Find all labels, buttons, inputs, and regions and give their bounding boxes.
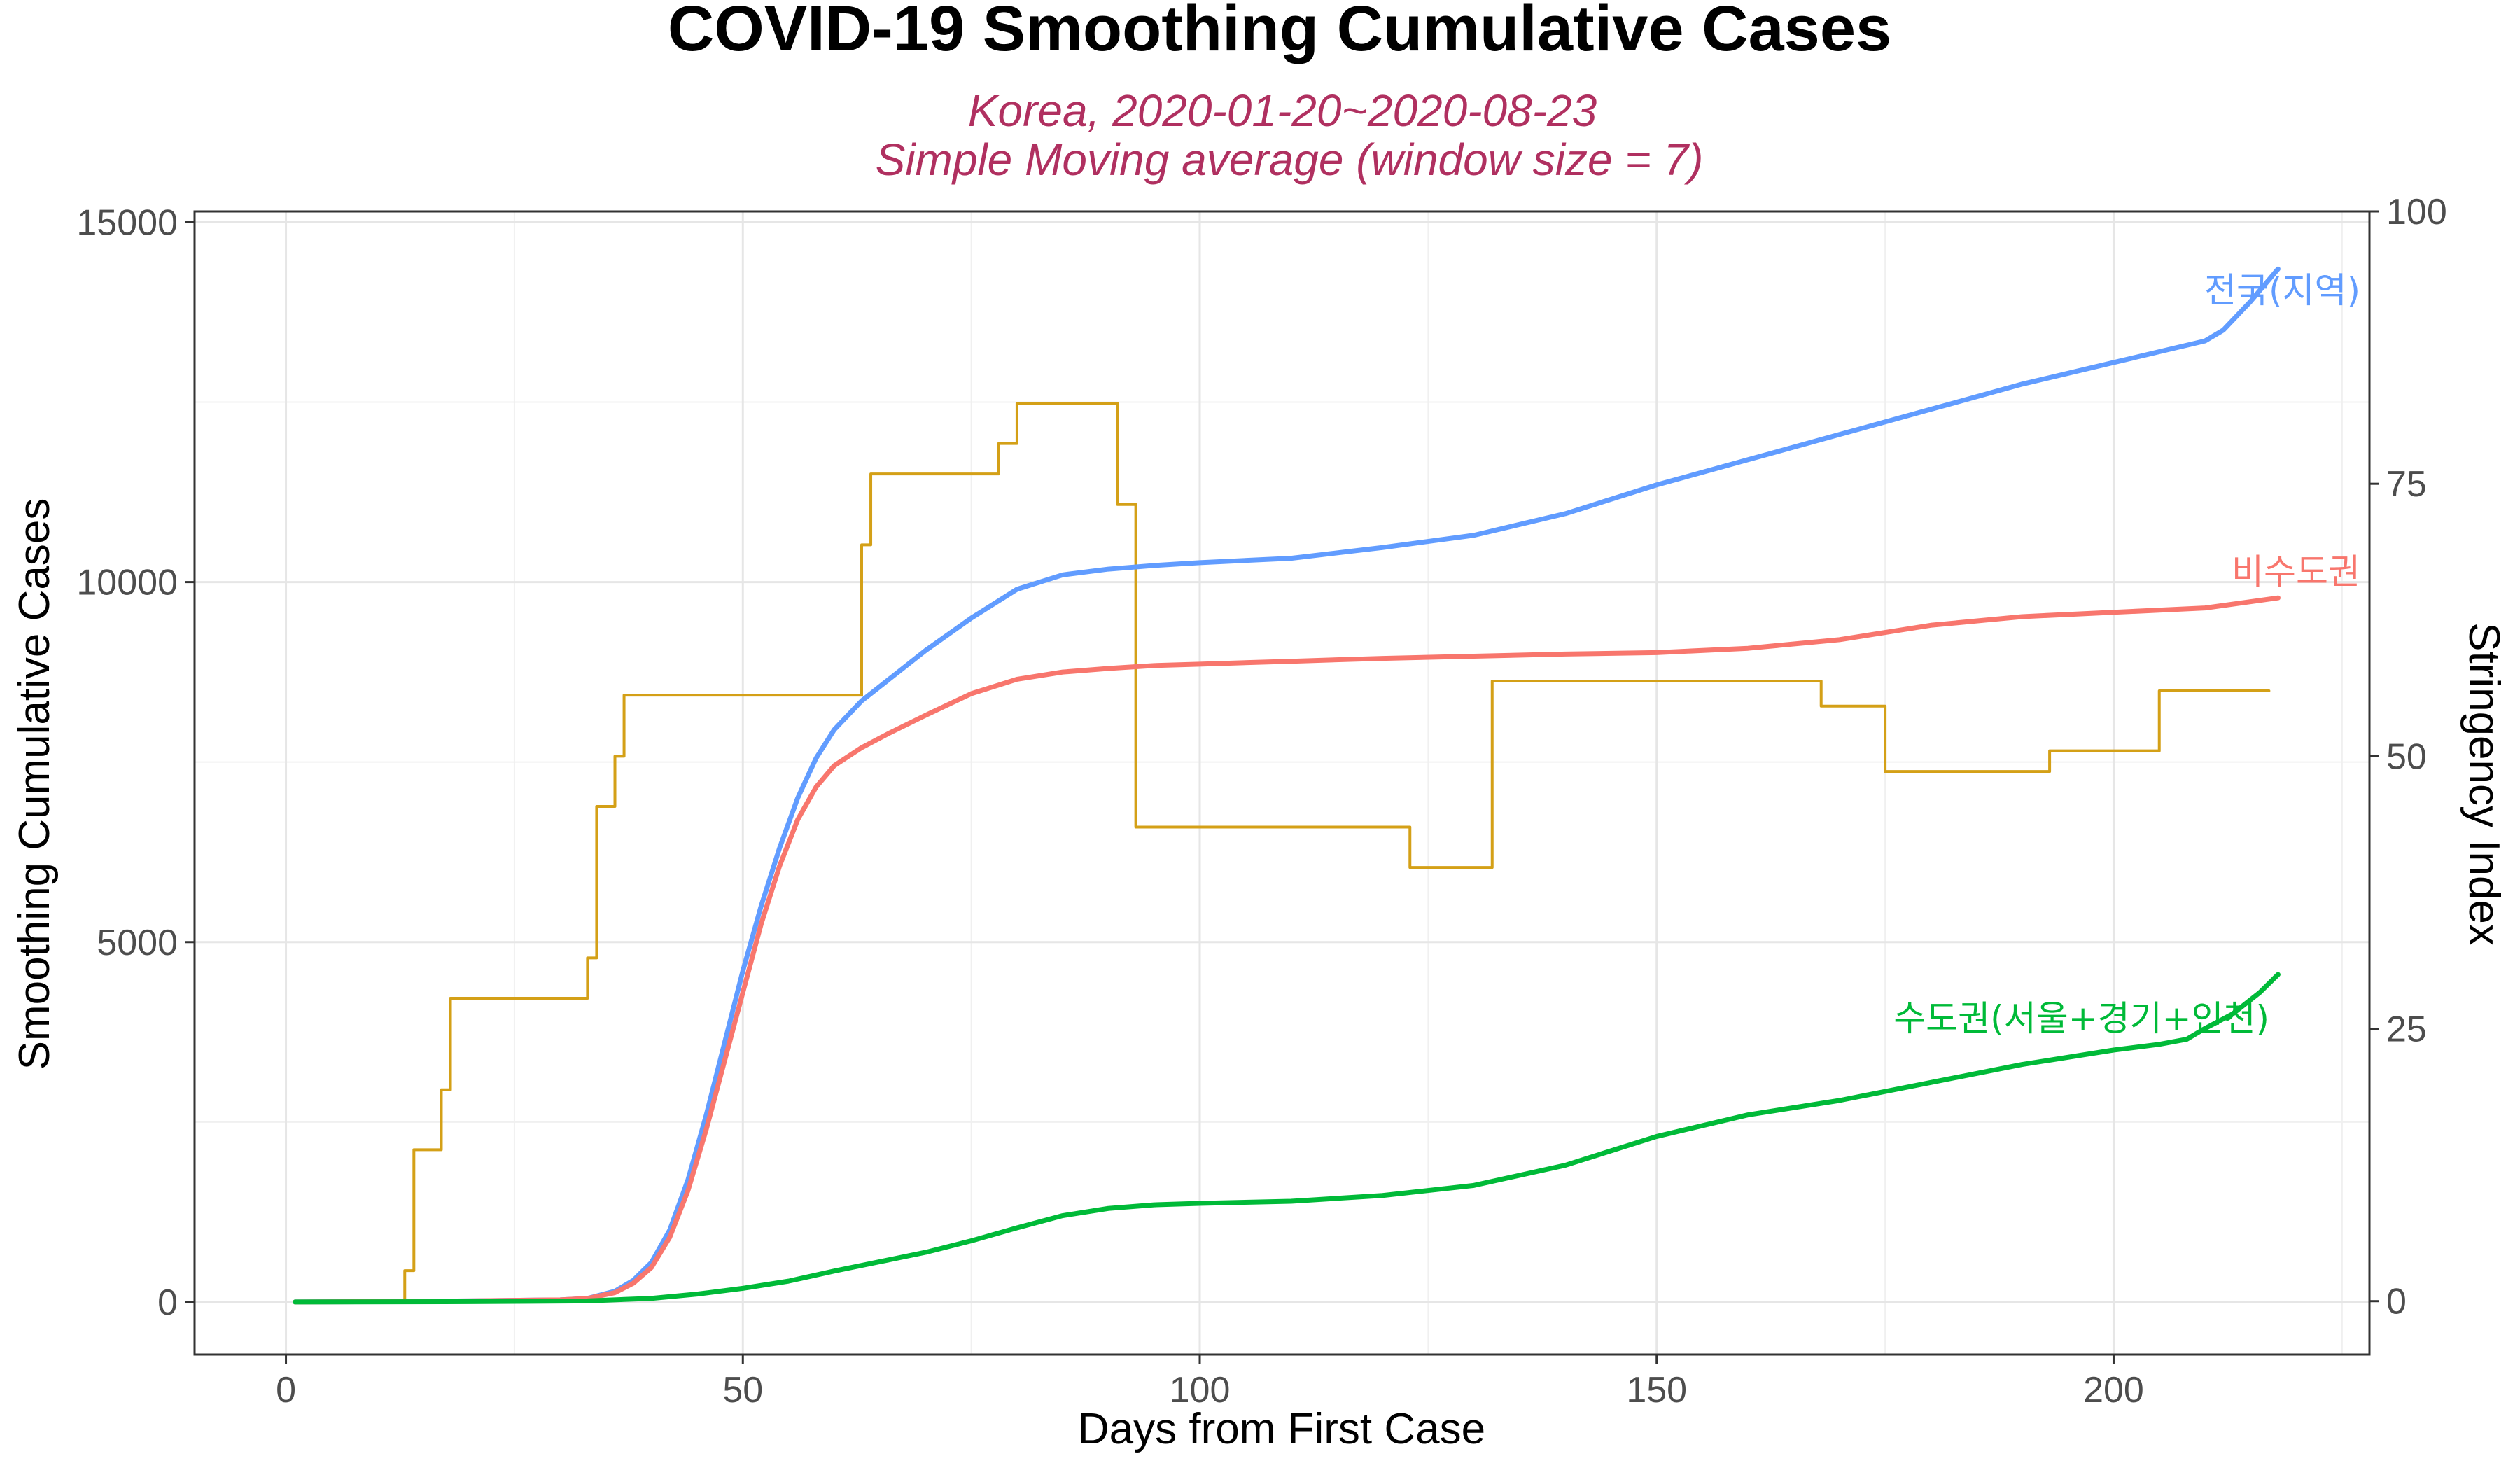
chart-title: COVID-19 Smoothing Cumulative Cases — [668, 0, 1891, 64]
y2-tick-label: 75 — [2386, 464, 2427, 505]
y-tick-label: 10000 — [76, 563, 178, 603]
series-label: 전국(지역) — [2204, 270, 2360, 311]
x-axis-title: Days from First Case — [1078, 1405, 1485, 1453]
y2-tick-label: 50 — [2386, 736, 2427, 777]
y-axis-right: 0 25 50 75 100 — [2370, 192, 2447, 1322]
stringency-line — [293, 401, 2271, 1303]
y-axis-left: 0 5000 10000 15000 — [76, 202, 195, 1323]
x-tick-label: 100 — [1170, 1370, 1231, 1410]
plot-border — [193, 210, 2371, 1356]
y2-tick-label: 100 — [2386, 192, 2447, 232]
y-axis-title: Smoothing Cumulative Cases — [10, 498, 59, 1070]
y2-axis-title: Stringency Index — [2460, 622, 2508, 946]
y2-tick-label: 25 — [2386, 1009, 2427, 1050]
series-line — [293, 266, 2281, 1305]
x-axis: 0 50 100 150 200 — [276, 1354, 2144, 1410]
series-label: 비수도권 — [2232, 552, 2360, 592]
chart-subtitle-line-2: Simple Moving average (window size = 7) — [876, 134, 1704, 185]
y-tick-label: 5000 — [97, 923, 178, 963]
x-tick-label: 50 — [722, 1370, 763, 1410]
x-tick-label: 150 — [1626, 1370, 1687, 1410]
grid-minor — [195, 211, 2370, 1354]
y-tick-label: 15000 — [76, 202, 178, 243]
series-label: 수도권(서울+경기+인천) — [1893, 998, 2269, 1039]
chart-subtitle-line-1: Korea, 2020-01-20~2020-08-23 — [968, 85, 1597, 136]
x-tick-label: 200 — [2083, 1370, 2144, 1410]
series-line — [293, 972, 2281, 1305]
plot-panel — [195, 211, 2370, 1354]
y2-tick-label: 0 — [2386, 1282, 2407, 1322]
series-layer — [293, 266, 2281, 1305]
x-tick-label: 0 — [276, 1370, 296, 1410]
series-line — [293, 595, 2281, 1305]
y-tick-label: 0 — [158, 1282, 178, 1323]
